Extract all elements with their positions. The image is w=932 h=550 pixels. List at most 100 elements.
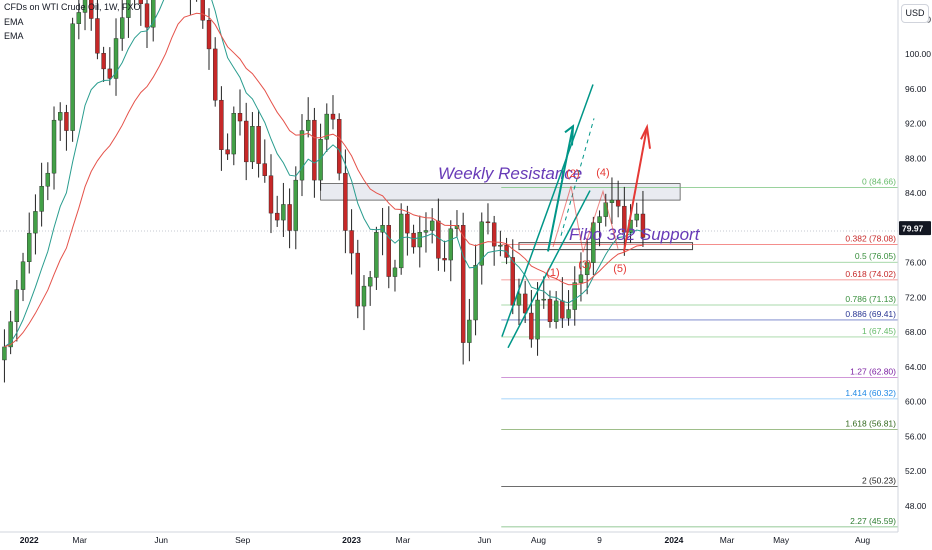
candle-body: [33, 211, 38, 234]
fib-level-label: 0.886 (69.41): [845, 309, 896, 319]
candle-body: [572, 282, 577, 310]
candle-body: [547, 298, 553, 322]
candle-body: [609, 199, 615, 203]
candle-body: [591, 222, 596, 263]
symbol-title[interactable]: CFDs on WTI Crude Oil, 1W, FXO: [4, 2, 141, 12]
fib-level-label: 2 (50.23): [862, 476, 896, 486]
candle-body: [349, 230, 354, 254]
y-tick-label: 56.00: [905, 431, 927, 441]
x-tick-label: 2023: [342, 535, 361, 545]
candle-body: [485, 221, 491, 224]
x-tick-label: Aug: [855, 535, 870, 545]
candle-body: [361, 285, 367, 307]
candle-body: [436, 220, 441, 259]
candle-body: [510, 257, 515, 306]
y-tick-label: 84.00: [905, 188, 927, 198]
candle-body: [293, 179, 298, 231]
y-tick-label: 76.00: [905, 258, 927, 268]
x-tick-label: Mar: [396, 535, 411, 545]
x-tick-label: Mar: [72, 535, 87, 545]
x-tick-label: Sep: [235, 535, 250, 545]
y-tick-label: 92.00: [905, 119, 927, 129]
candle-body: [2, 346, 7, 361]
x-tick-label: 2022: [20, 535, 39, 545]
currency-button[interactable]: USD: [901, 4, 929, 23]
candle-body: [634, 213, 639, 221]
candle-body: [355, 252, 360, 307]
candle-body: [231, 113, 236, 155]
price-axis[interactable]: [898, 0, 932, 550]
candle-body: [423, 230, 429, 233]
candle-body: [225, 149, 230, 155]
candle-body: [120, 17, 125, 39]
candle-body: [312, 119, 317, 181]
candle-body: [151, 0, 156, 28]
candle-body: [58, 112, 63, 121]
candle-body: [535, 299, 540, 340]
candle-body: [597, 216, 602, 223]
fib-level-label: 1.618 (56.81): [845, 418, 896, 428]
candle-body: [467, 319, 472, 343]
y-tick-label: 48.00: [905, 501, 927, 511]
fib-level-label: 1.27 (62.80): [850, 366, 896, 376]
candle-body: [126, 0, 131, 18]
ema-slow-line: [4, 12, 643, 348]
fib-level-label: 0.5 (76.05): [855, 251, 896, 261]
fib-level-label: 2.27 (45.59): [850, 516, 896, 526]
candle-body: [429, 220, 435, 231]
candle-body: [516, 293, 522, 306]
candle-body: [82, 0, 88, 13]
candle-body: [144, 3, 150, 28]
candle-body: [578, 274, 584, 283]
channel-upper-line[interactable]: [501, 84, 594, 337]
candle-body: [262, 163, 267, 176]
candle-body: [8, 321, 13, 348]
fibo-support-zone[interactable]: [518, 242, 694, 251]
y-tick-label: 52.00: [905, 466, 927, 476]
candle-body: [442, 258, 447, 261]
candle-body: [256, 126, 261, 164]
candle-body: [101, 53, 106, 70]
candle-body: [213, 48, 218, 101]
x-tick-label: Aug: [531, 535, 546, 545]
candle-body: [498, 245, 503, 247]
candle-body: [529, 312, 534, 340]
candle-body: [622, 205, 627, 233]
ema-indicator-1[interactable]: EMA: [4, 17, 24, 27]
x-tick-label: Jun: [154, 535, 168, 545]
candle-body: [268, 175, 274, 214]
candle-body: [200, 0, 206, 21]
fib-level-label: 1 (67.45): [862, 326, 896, 336]
candle-body: [405, 213, 410, 234]
fib-level-label: 0.382 (78.08): [845, 234, 896, 244]
candle-body: [45, 172, 51, 187]
candle-body: [460, 225, 466, 343]
candle-body: [330, 113, 336, 120]
candle-body: [20, 261, 26, 290]
wave-label: (1): [546, 267, 559, 279]
projection-arrow-red: [623, 126, 648, 252]
candle-body: [566, 309, 571, 319]
x-tick-label: 2024: [664, 535, 683, 545]
candle-body: [324, 113, 329, 140]
candle-body: [603, 202, 608, 217]
arrow-head-green: [564, 124, 575, 146]
time-axis[interactable]: [0, 532, 932, 550]
y-tick-label: 64.00: [905, 362, 927, 372]
candle-body: [584, 262, 590, 276]
candle-body: [219, 99, 224, 150]
wave-path: [552, 186, 619, 253]
candle-body: [343, 172, 348, 231]
ema-indicator-2[interactable]: EMA: [4, 31, 24, 41]
candle-body: [299, 130, 305, 181]
candle-body: [473, 265, 478, 321]
candle-body: [541, 298, 546, 301]
candle-body: [374, 232, 379, 278]
fib-level-label: 0.618 (74.02): [845, 269, 896, 279]
candle-body: [95, 18, 100, 54]
x-tick-label: 9: [597, 535, 602, 545]
resistance-label: Weekly Resistance: [438, 164, 582, 183]
y-tick-label: 100.00: [905, 49, 931, 59]
